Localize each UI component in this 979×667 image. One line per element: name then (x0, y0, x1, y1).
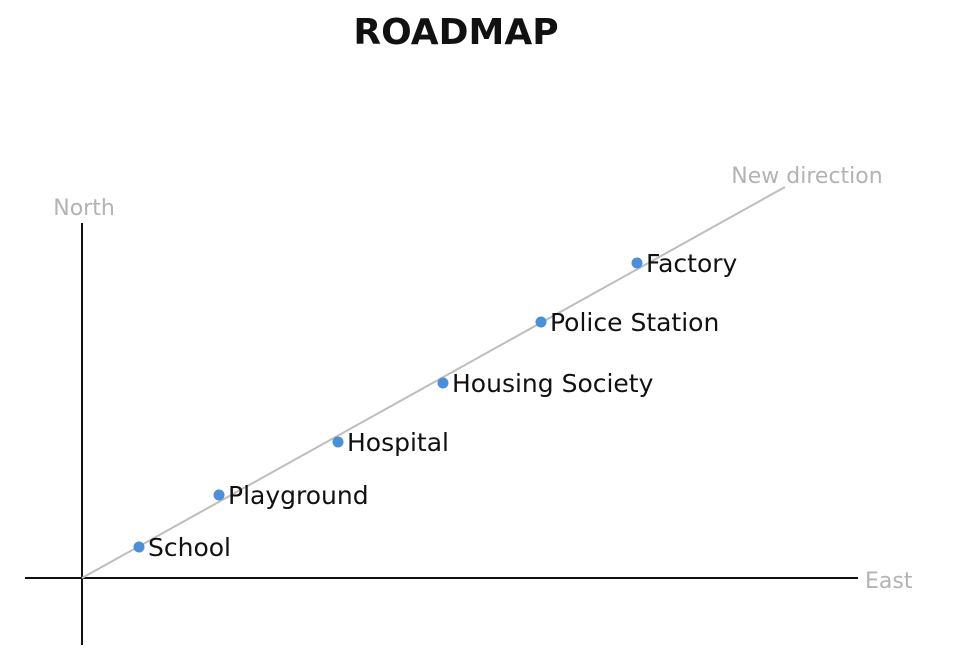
point-housing-society-label: Housing Society (452, 369, 654, 398)
point-hospital-marker (332, 436, 344, 448)
points-layer: School Playground Hospital Housing Society P… (133, 249, 738, 562)
point-housing-society-marker (437, 377, 449, 389)
point-school-label: School (148, 533, 231, 562)
east-axis-label: East (865, 569, 913, 594)
point-factory-marker (631, 257, 643, 269)
point-playground-label: Playground (228, 481, 369, 510)
point-playground-marker (213, 489, 225, 501)
point-police-station-marker (535, 316, 547, 328)
point-hospital-label: Hospital (347, 428, 449, 457)
point-police-station-label: Police Station (550, 308, 719, 337)
point-factory-label: Factory (646, 249, 738, 278)
diagram-title: ROADMAP (353, 12, 558, 53)
point-school-marker (133, 541, 145, 553)
north-axis-label: North (53, 196, 115, 221)
new-direction-line (81, 186, 786, 579)
new-direction-label: New direction (731, 164, 882, 189)
